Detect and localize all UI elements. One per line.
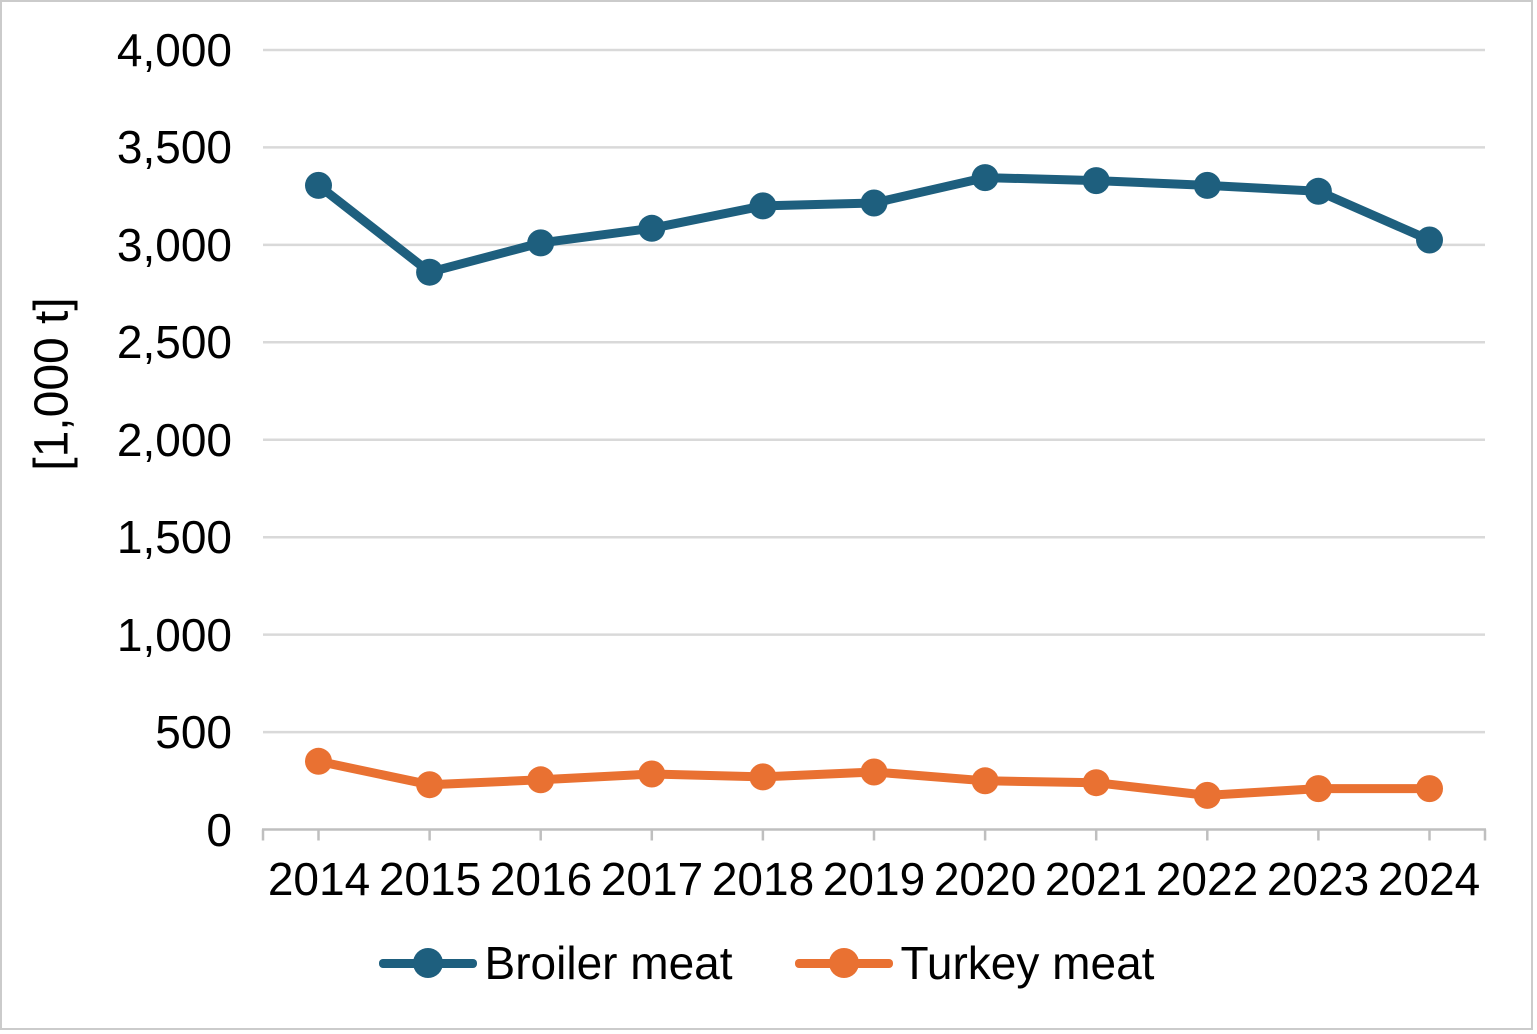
data-point-broiler-meat-2022 bbox=[1193, 171, 1221, 199]
x-tick-label: 2023 bbox=[1266, 853, 1370, 905]
data-point-broiler-meat-2015 bbox=[416, 258, 444, 286]
legend-label: Broiler meat bbox=[484, 937, 733, 989]
data-point-turkey-meat-2016 bbox=[527, 766, 555, 794]
data-point-turkey-meat-2018 bbox=[749, 763, 777, 791]
x-tick-label: 2017 bbox=[600, 853, 704, 905]
data-point-turkey-meat-2024 bbox=[1416, 775, 1443, 803]
data-point-turkey-meat-2022 bbox=[1193, 781, 1221, 809]
data-point-broiler-meat-2021 bbox=[1082, 167, 1110, 195]
data-point-turkey-meat-2019 bbox=[860, 758, 888, 786]
legend-dot-icon bbox=[828, 948, 859, 978]
x-tick-label: 2015 bbox=[378, 853, 482, 905]
x-tick-label: 2019 bbox=[822, 853, 926, 905]
data-point-turkey-meat-2021 bbox=[1082, 769, 1110, 797]
x-tick-label: 2016 bbox=[489, 853, 593, 905]
data-point-broiler-meat-2023 bbox=[1304, 177, 1332, 205]
x-tick-label: 2021 bbox=[1044, 853, 1148, 905]
legend-marker-turkey bbox=[794, 947, 893, 979]
x-tick-label: 2018 bbox=[711, 853, 815, 905]
y-tick-label: 500 bbox=[155, 706, 232, 758]
y-tick-label: 2,000 bbox=[116, 414, 232, 466]
legend-dot-icon bbox=[412, 948, 443, 978]
data-series bbox=[305, 164, 1443, 809]
x-tick-label: 2024 bbox=[1377, 853, 1481, 905]
y-axis-title: [1,000 t] bbox=[25, 297, 79, 471]
x-tick-label: 2020 bbox=[933, 853, 1037, 905]
x-axis-line bbox=[261, 828, 1487, 841]
y-tick-label: 1,500 bbox=[116, 511, 232, 563]
legend-label: Turkey meat bbox=[900, 937, 1155, 989]
gridlines bbox=[263, 48, 1485, 734]
y-tick-label: 3,000 bbox=[116, 219, 232, 271]
legend-item-broiler-meat: Broiler meat bbox=[378, 937, 733, 989]
data-point-turkey-meat-2023 bbox=[1304, 775, 1332, 803]
data-point-broiler-meat-2019 bbox=[860, 189, 888, 217]
y-tick-label: 2,500 bbox=[116, 316, 232, 368]
y-tick-label: 1,000 bbox=[116, 609, 232, 661]
data-point-broiler-meat-2020 bbox=[971, 164, 999, 192]
x-tick-label: 2014 bbox=[267, 853, 371, 905]
data-point-turkey-meat-2017 bbox=[638, 760, 666, 788]
y-tick-label: 3,500 bbox=[116, 121, 232, 173]
data-point-broiler-meat-2018 bbox=[749, 192, 777, 220]
data-point-broiler-meat-2017 bbox=[638, 214, 666, 242]
data-point-turkey-meat-2015 bbox=[416, 771, 444, 799]
data-point-turkey-meat-2014 bbox=[305, 747, 332, 775]
y-tick-label: 0 bbox=[206, 804, 232, 856]
data-point-broiler-meat-2016 bbox=[527, 229, 555, 257]
x-tick-label: 2022 bbox=[1155, 853, 1259, 905]
legend-marker-broiler bbox=[378, 947, 477, 979]
y-tick-label: 4,000 bbox=[116, 24, 232, 76]
chart-legend: Broiler meat Turkey meat bbox=[2, 938, 1531, 988]
data-point-broiler-meat-2014 bbox=[305, 171, 332, 199]
legend-item-turkey-meat: Turkey meat bbox=[794, 937, 1155, 989]
data-point-broiler-meat-2024 bbox=[1416, 226, 1443, 254]
data-point-turkey-meat-2020 bbox=[971, 767, 999, 795]
